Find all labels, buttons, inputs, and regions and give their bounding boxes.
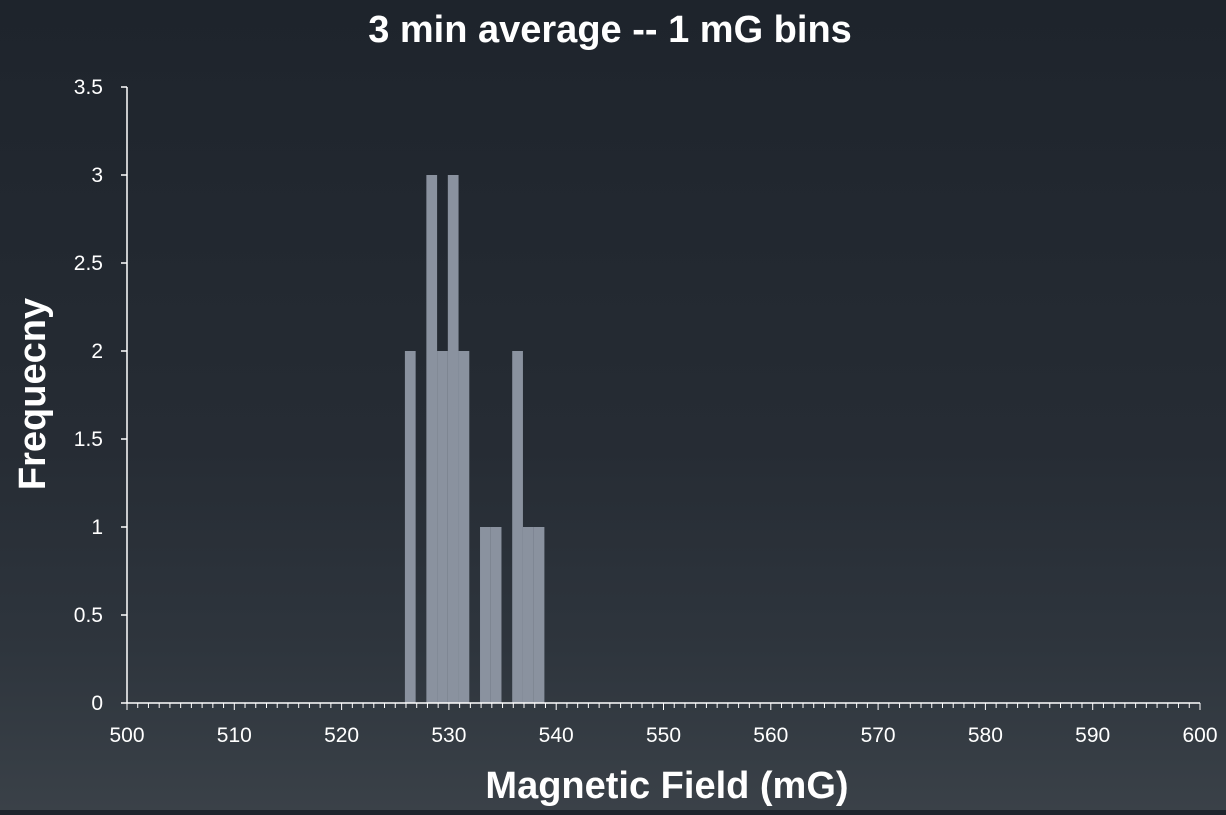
x-tick-label: 530 bbox=[431, 724, 466, 747]
x-tick-label: 600 bbox=[1182, 724, 1217, 747]
y-tick-label: 0.5 bbox=[74, 604, 103, 627]
histogram-bar bbox=[447, 175, 459, 703]
histogram-bar bbox=[522, 527, 534, 703]
x-tick-label: 580 bbox=[968, 724, 1003, 747]
y-tick-label: 1 bbox=[91, 516, 103, 539]
x-tick-label: 510 bbox=[217, 724, 252, 747]
x-tick-label: 560 bbox=[753, 724, 788, 747]
x-tick-label: 500 bbox=[109, 724, 144, 747]
y-tick-label: 1.5 bbox=[74, 428, 103, 451]
histogram-bar bbox=[404, 351, 416, 703]
histogram-bar bbox=[490, 527, 502, 703]
axes-layer: 0 0.5 1 1.5 2 2.5 3 3.5 500 510 520 530 540 550 560 570… bbox=[74, 76, 1218, 747]
y-tick-label: 2.5 bbox=[74, 252, 103, 275]
x-tick-label: 520 bbox=[324, 724, 359, 747]
histogram-bar bbox=[458, 351, 470, 703]
y-axis-label: Frequecny bbox=[12, 298, 54, 490]
x-tick-label: 590 bbox=[1075, 724, 1110, 747]
y-tick-label: 3 bbox=[91, 164, 103, 187]
x-tick-label: 570 bbox=[861, 724, 896, 747]
histogram-bar bbox=[533, 527, 545, 703]
bars-layer bbox=[404, 175, 545, 703]
chart-title: 3 min average -- 1 mG bins bbox=[368, 9, 852, 51]
x-tick-label: 540 bbox=[539, 724, 574, 747]
histogram-bar bbox=[437, 351, 448, 703]
histogram-bar bbox=[512, 351, 523, 703]
x-tick-label: 550 bbox=[646, 724, 681, 747]
histogram-bar bbox=[426, 175, 438, 703]
y-tick-label: 3.5 bbox=[74, 76, 103, 99]
histogram-bar bbox=[480, 527, 491, 703]
y-tick-label: 2 bbox=[91, 340, 103, 363]
y-tick-label: 0 bbox=[91, 692, 103, 715]
x-axis-label: Magnetic Field (mG) bbox=[485, 765, 848, 807]
